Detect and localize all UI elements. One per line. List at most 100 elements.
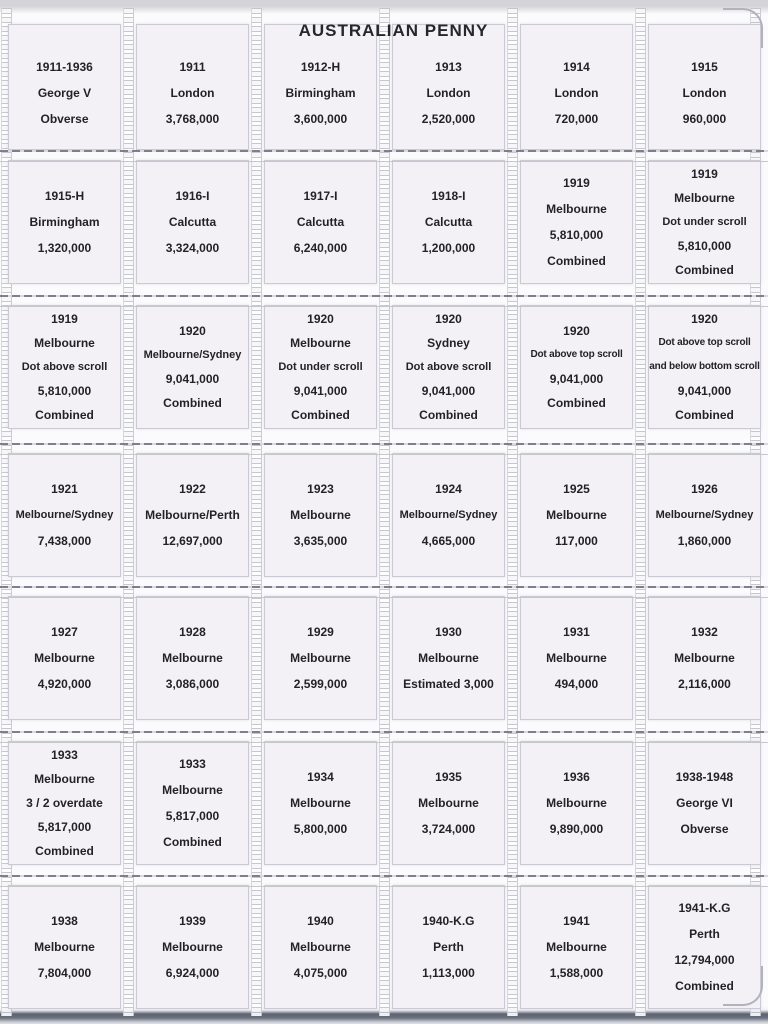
card-line: 1,860,000 — [677, 534, 732, 548]
card-line: 1918-I — [431, 189, 466, 203]
card-line: Birmingham — [285, 86, 356, 100]
card-line: 5,817,000 — [37, 820, 92, 834]
pocket-cell: 1941 Melbourne 1,588,000 — [512, 878, 640, 1024]
card-line: Combined — [419, 408, 478, 422]
coin-label-card: 1911-1936 George V Obverse — [8, 24, 121, 150]
card-line: Melbourne/Perth — [145, 508, 240, 522]
card-line: 1919 — [51, 312, 78, 326]
card-line: London — [682, 86, 727, 100]
card-line: 1912-H — [300, 60, 341, 74]
card-line: 1926 — [691, 482, 718, 496]
card-line: 9,890,000 — [549, 822, 604, 836]
card-line: 1923 — [307, 482, 334, 496]
coin-label-card: 1920 Melbourne/Sydney 9,041,000 Combined — [136, 305, 249, 429]
card-line: Melbourne/Sydney — [15, 509, 114, 521]
card-line: Dot under scroll — [278, 361, 363, 373]
card-line: Melbourne/Sydney — [655, 509, 754, 521]
card-line: 3 / 2 overdate — [26, 796, 103, 810]
card-line: London — [426, 86, 471, 100]
card-line: 1920 — [179, 324, 206, 338]
card-line: 1927 — [51, 625, 78, 639]
card-line: 1921 — [51, 482, 78, 496]
card-line: 1941-K.G — [678, 901, 731, 915]
pocket-cell: 1926 Melbourne/Sydney 1,860,000 — [640, 446, 768, 589]
coin-label-card: 1921 Melbourne/Sydney 7,438,000 — [8, 453, 121, 577]
pocket-cell: 1939 Melbourne 6,924,000 — [128, 878, 256, 1024]
coin-label-card: 1920 Melbourne Dot under scroll 9,041,000 Co… — [264, 305, 377, 429]
card-line: 9,041,000 — [549, 372, 604, 386]
card-line: 5,810,000 — [677, 239, 732, 253]
card-line: Obverse — [680, 822, 729, 836]
coin-label-card: 1919 Melbourne Dot under scroll 5,810,000 Co… — [648, 160, 761, 284]
card-line: Melbourne — [546, 202, 607, 216]
card-line: 960,000 — [682, 112, 727, 126]
card-line: 1911 — [179, 60, 206, 74]
pocket-cell: 1919 Melbourne 5,810,000 Combined — [512, 153, 640, 298]
card-line: Obverse — [40, 112, 89, 126]
card-line: Combined — [163, 396, 222, 410]
card-line: 1920 — [307, 312, 334, 326]
coin-label-card: 1912-H Birmingham 3,600,000 — [264, 24, 377, 150]
card-line: Combined — [547, 254, 606, 268]
sleeve-seam-vertical — [379, 8, 390, 1016]
card-line: 1938-1948 — [675, 770, 734, 784]
coin-label-card: 1911 London 3,768,000 — [136, 24, 249, 150]
pocket-cell: 1912-H Birmingham 3,600,000 — [256, 0, 384, 153]
card-line: Melbourne — [290, 336, 351, 350]
card-line: 1919 — [691, 167, 718, 181]
coin-label-card: 1940-K.G Perth 1,113,000 — [392, 885, 505, 1009]
card-line: 9,041,000 — [677, 384, 732, 398]
card-line: Melbourne — [34, 336, 95, 350]
card-line: 2,520,000 — [421, 112, 476, 126]
card-line: 1,200,000 — [421, 241, 476, 255]
coin-label-card: 1928 Melbourne 3,086,000 — [136, 596, 249, 720]
coin-label-card: 1938-1948 George VI Obverse — [648, 741, 761, 865]
card-line: Dot above scroll — [405, 361, 492, 373]
card-line: 1941 — [563, 914, 590, 928]
coin-label-card: 1923 Melbourne 3,635,000 — [264, 453, 377, 577]
pocket-cell: 1934 Melbourne 5,800,000 — [256, 734, 384, 878]
card-line: 1940-K.G — [422, 914, 475, 928]
coin-label-card: 1932 Melbourne 2,116,000 — [648, 596, 761, 720]
coin-label-card: 1935 Melbourne 3,724,000 — [392, 741, 505, 865]
pocket-cell: 1920 Dot above top scroll 9,041,000 Combine… — [512, 298, 640, 446]
card-line: Melbourne — [674, 651, 735, 665]
pocket-cell: 1920 Melbourne/Sydney 9,041,000 Combined — [128, 298, 256, 446]
card-line: 1938 — [51, 914, 78, 928]
card-line: Calcutta — [424, 215, 473, 229]
coin-label-card: 1919 Melbourne 5,810,000 Combined — [520, 160, 633, 284]
sleeve-seam-vertical — [251, 8, 262, 1016]
card-line: 3,724,000 — [421, 822, 476, 836]
card-line: Melbourne — [162, 940, 223, 954]
card-line: Melbourne — [162, 783, 223, 797]
card-line: Melbourne — [34, 772, 95, 786]
pocket-cell: 1931 Melbourne 494,000 — [512, 589, 640, 734]
pocket-cell: 1911 London 3,768,000 — [128, 0, 256, 153]
card-line: 7,804,000 — [37, 966, 92, 980]
card-line: 1911-1936 — [36, 60, 93, 74]
card-line: 9,041,000 — [165, 372, 220, 386]
card-line: London — [170, 86, 215, 100]
pocket-cell: 1919 Melbourne Dot under scroll 5,810,000 Co… — [640, 153, 768, 298]
card-line: Calcutta — [296, 215, 345, 229]
sleeve-seam-vertical — [123, 8, 134, 1016]
card-line: 3,600,000 — [293, 112, 348, 126]
card-line: 3,086,000 — [165, 677, 220, 691]
card-line: 1919 — [563, 176, 590, 190]
card-line: 3,324,000 — [165, 241, 220, 255]
pocket-cell: 1918-I Calcutta 1,200,000 — [384, 153, 512, 298]
pocket-cell: 1936 Melbourne 9,890,000 — [512, 734, 640, 878]
card-line: 1920 — [435, 312, 462, 326]
coin-label-card: 1936 Melbourne 9,890,000 — [520, 741, 633, 865]
page-title: AUSTRALIAN PENNY — [298, 21, 489, 40]
card-line: Melbourne — [34, 940, 95, 954]
card-line: Melbourne/Sydney — [143, 349, 242, 361]
pocket-cell: 1920 Sydney Dot above scroll 9,041,000 Combi… — [384, 298, 512, 446]
pocket-cell: 1940-K.G Perth 1,113,000 — [384, 878, 512, 1024]
card-line: 2,116,000 — [678, 677, 731, 691]
card-line: Melbourne — [674, 191, 735, 205]
card-line: 1924 — [435, 482, 462, 496]
pocket-cell: 1935 Melbourne 3,724,000 — [384, 734, 512, 878]
